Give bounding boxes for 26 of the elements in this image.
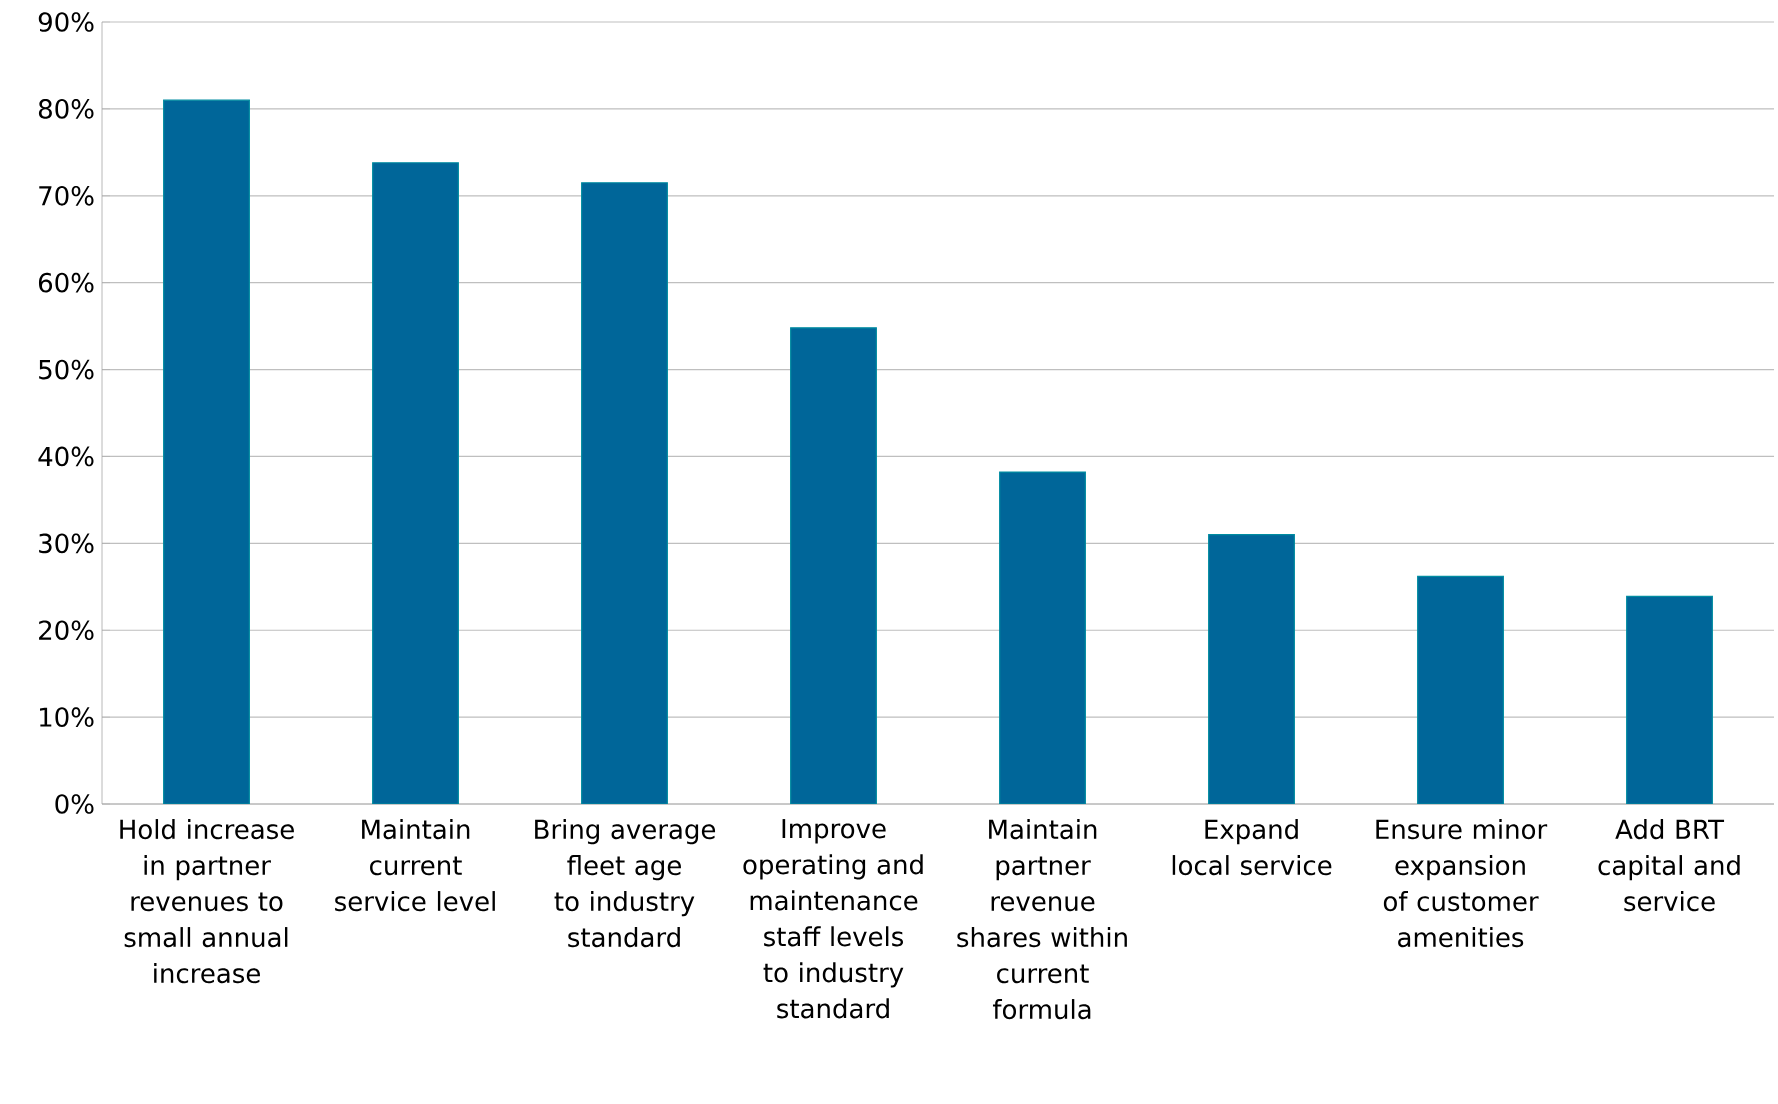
y-tick-label: 0% (55, 794, 94, 814)
x-tick-label: Hold increase in partner revenues to small annual increase (120, 819, 294, 984)
y-tick-label: 50% (39, 359, 94, 380)
y-tick-label: 60% (38, 272, 94, 293)
bar (999, 471, 1086, 804)
y-tick-label: 20% (39, 620, 94, 641)
bar (1208, 534, 1295, 804)
bar (163, 99, 250, 804)
x-tick-label: Add BRT capital and service (1598, 819, 1740, 912)
bar (372, 162, 459, 804)
y-tick-label: 80% (38, 99, 94, 119)
bar (1417, 575, 1504, 804)
x-tick-label: Maintain partner revenue shares within current formula (957, 819, 1127, 1020)
bar (581, 182, 668, 804)
x-tick-label: Bring average fleet age to industry standard (535, 819, 716, 948)
y-tick-label: 30% (39, 533, 94, 554)
y-tick-label: 40% (38, 446, 94, 467)
y-tick-label: 10% (40, 707, 94, 727)
x-tick-label: Ensure minor expansion of customer amenities (1376, 819, 1548, 948)
y-tick-label: 70% (39, 185, 94, 206)
bar (1626, 595, 1713, 804)
bar (790, 327, 877, 804)
x-tick-label: Improve operating and maintenance staff levels to industry standard (743, 819, 923, 1019)
x-tick-label: Expand local service (1172, 819, 1332, 876)
x-tick-label: Maintain current service level (335, 819, 495, 912)
y-tick-label: 90% (38, 12, 94, 32)
